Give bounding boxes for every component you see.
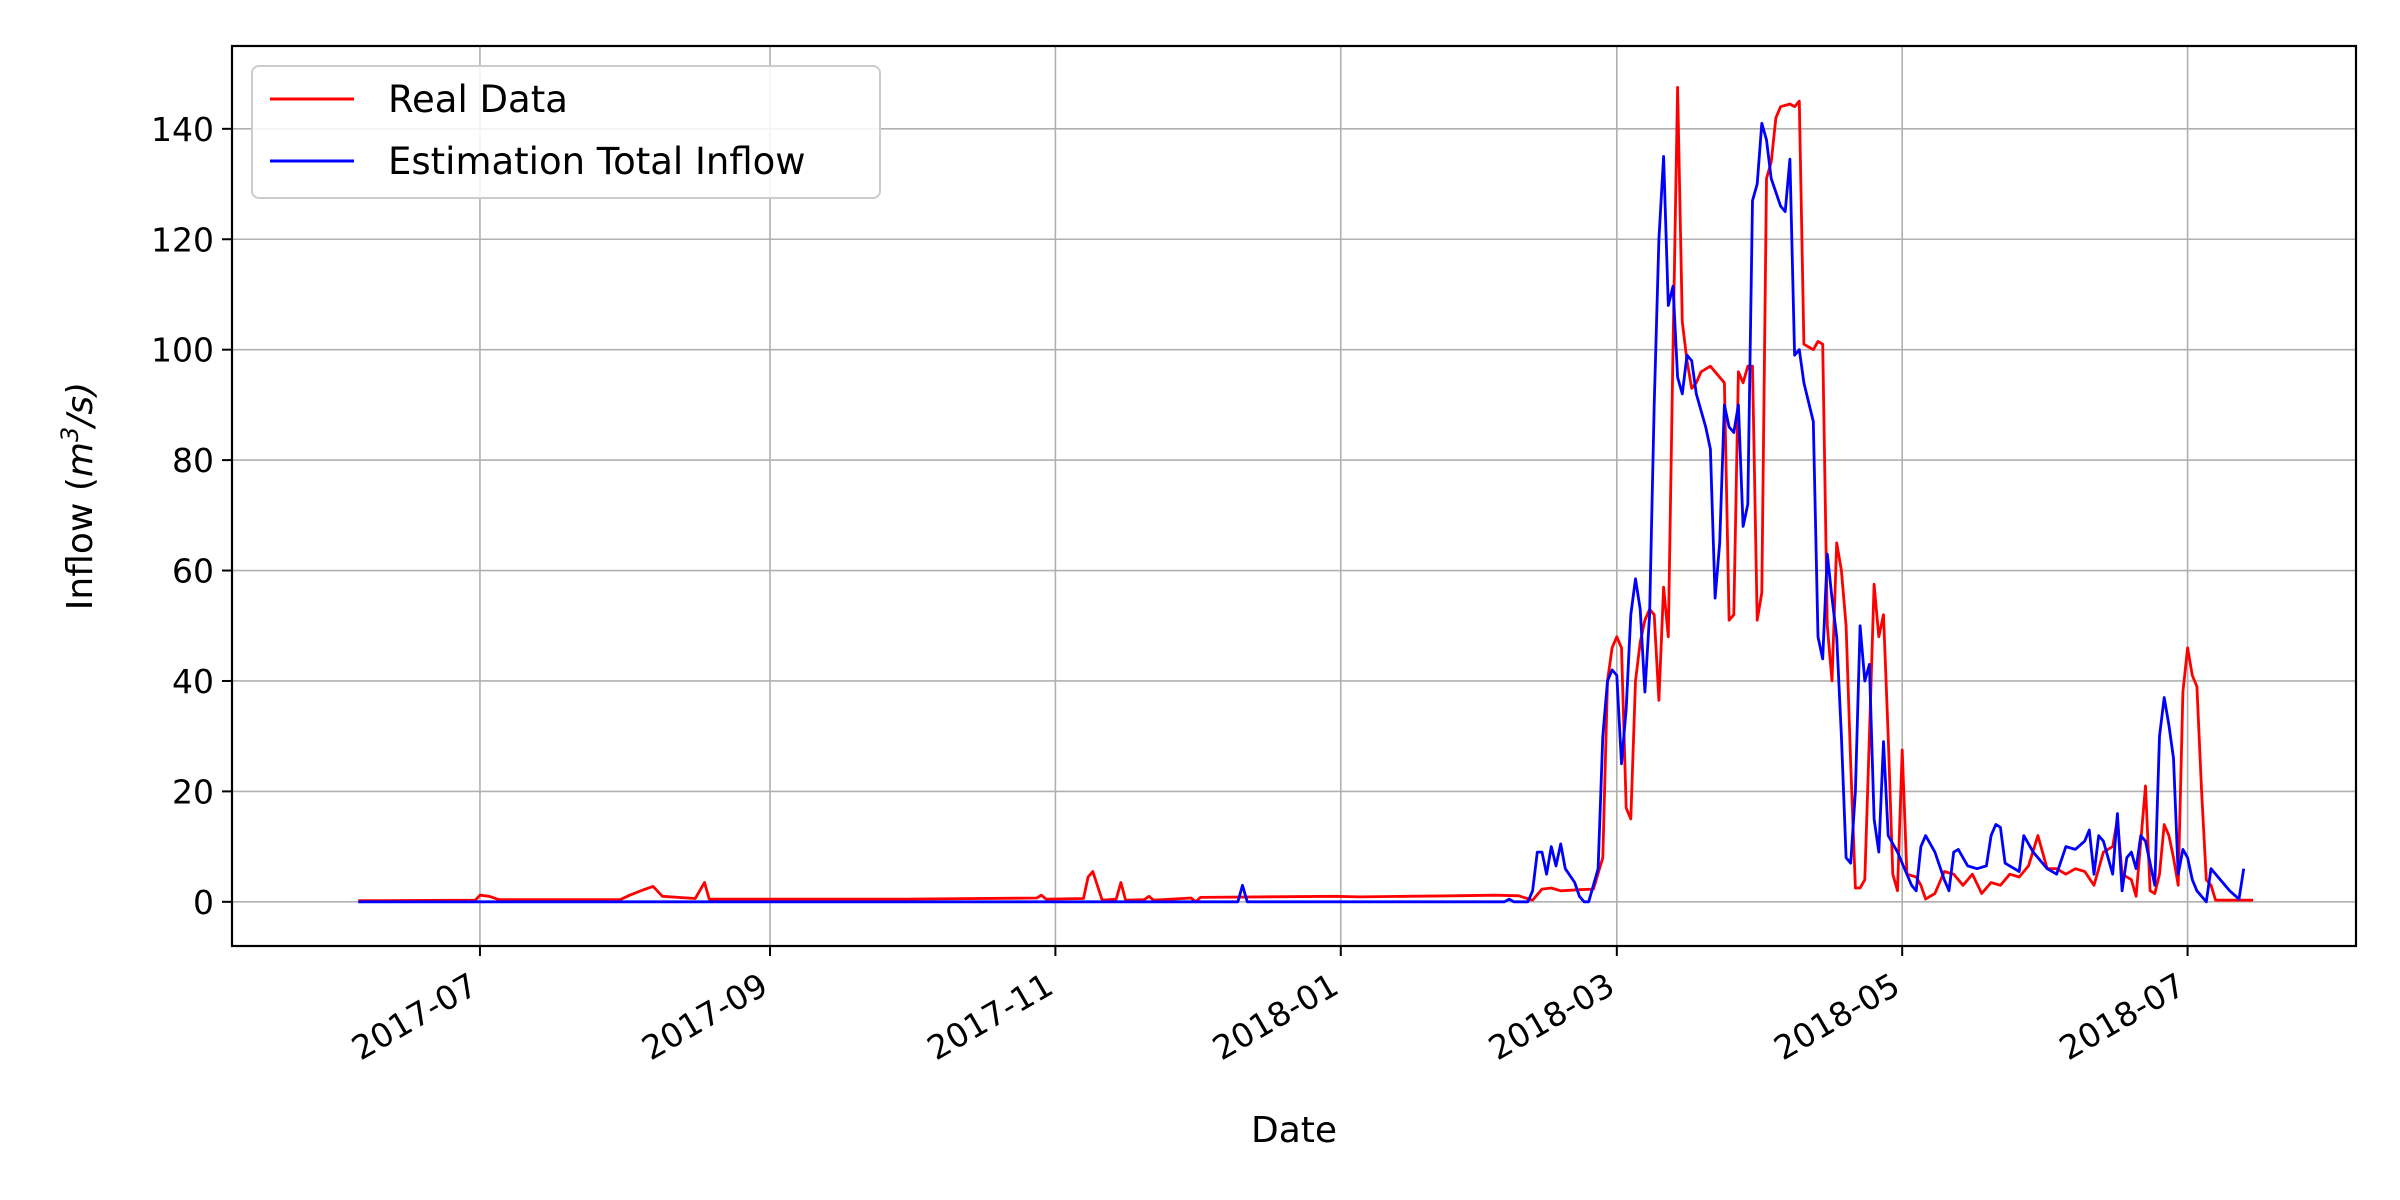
y-tick-label: 20 xyxy=(172,772,214,811)
legend-label-real-data: Real Data xyxy=(388,78,568,121)
legend-label-estimation-total-inflow: Estimation Total Inflow xyxy=(388,140,806,183)
plot-area xyxy=(358,86,2254,904)
y-tick-label: 100 xyxy=(151,331,214,370)
y-axis-label: Inflow (m3/s) xyxy=(56,382,101,610)
series-line-estimation-total-inflow xyxy=(358,121,2246,904)
y-tick-label: 60 xyxy=(172,552,214,591)
legend-box xyxy=(251,65,881,199)
y-tick-label: 40 xyxy=(172,662,214,701)
x-axis-label: Date xyxy=(1251,1110,1337,1151)
series-line-real-data xyxy=(358,86,2254,904)
y-tick-label: 80 xyxy=(172,441,214,480)
y-tick-label: 120 xyxy=(151,220,214,259)
series-lines xyxy=(358,86,2254,904)
y-tick-label: 140 xyxy=(151,110,214,149)
y-axis-ticks: 0 20 40 60 80 100 120 140 xyxy=(151,110,232,922)
y-axis-label-suffix: /s) xyxy=(60,382,101,430)
y-axis-label-unit-exponent: 3 xyxy=(56,427,84,442)
axes-frame xyxy=(230,44,2358,948)
y-axis-label-prefix: Inflow ( xyxy=(60,477,101,610)
legend: Real Data Estimation Total Inflow xyxy=(251,65,881,199)
y-tick-label: 0 xyxy=(193,883,214,922)
y-axis-label-unit-base: m xyxy=(60,442,101,477)
